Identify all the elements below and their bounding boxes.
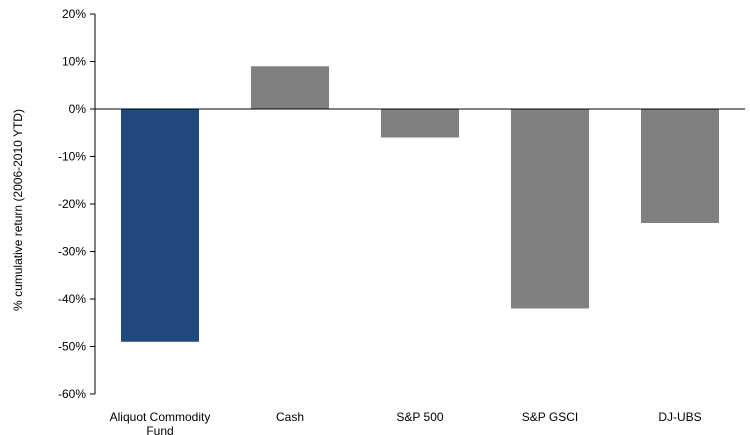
y-tick-label: -20% — [58, 197, 86, 211]
x-category-label-line: Fund — [146, 424, 173, 435]
axes — [94, 14, 745, 394]
y-tick-label: -40% — [58, 292, 86, 306]
y-ticks: 20% 10% 0% -10% -20% -30% -40% -50% -60% — [58, 7, 95, 401]
category-labels: Aliquot Commodity Fund Cash S&P 500 S&P GSCI… — [110, 410, 702, 435]
bars — [121, 66, 719, 342]
x-category-label-line: Aliquot Commodity — [110, 410, 211, 424]
y-tick-label: -60% — [58, 387, 86, 401]
bar — [121, 109, 199, 342]
x-category-label: DJ-UBS — [658, 410, 701, 424]
y-tick-label: -30% — [58, 245, 86, 259]
y-tick-label: -10% — [58, 150, 86, 164]
x-category-label-line: S&P 500 — [396, 410, 443, 424]
y-axis-title: % cumulative return (2006-2010 YTD) — [11, 109, 25, 311]
x-category-label-line: S&P GSCI — [522, 410, 578, 424]
bar — [251, 66, 329, 109]
bar — [641, 109, 719, 223]
x-category-label: S&P GSCI — [522, 410, 578, 424]
y-tick-label: 20% — [62, 7, 86, 21]
x-category-label: Aliquot Commodity Fund — [110, 410, 211, 435]
bar — [381, 109, 459, 138]
x-category-label: Cash — [276, 410, 304, 424]
y-tick-label: 10% — [62, 55, 86, 69]
y-tick-label: 0% — [69, 102, 87, 116]
y-axis-title-group: % cumulative return (2006-2010 YTD) — [11, 109, 25, 311]
x-category-label-line: DJ-UBS — [658, 410, 701, 424]
bar — [511, 109, 589, 309]
x-category-label: S&P 500 — [396, 410, 443, 424]
x-category-label-line: Cash — [276, 410, 304, 424]
y-tick-label: -50% — [58, 340, 86, 354]
